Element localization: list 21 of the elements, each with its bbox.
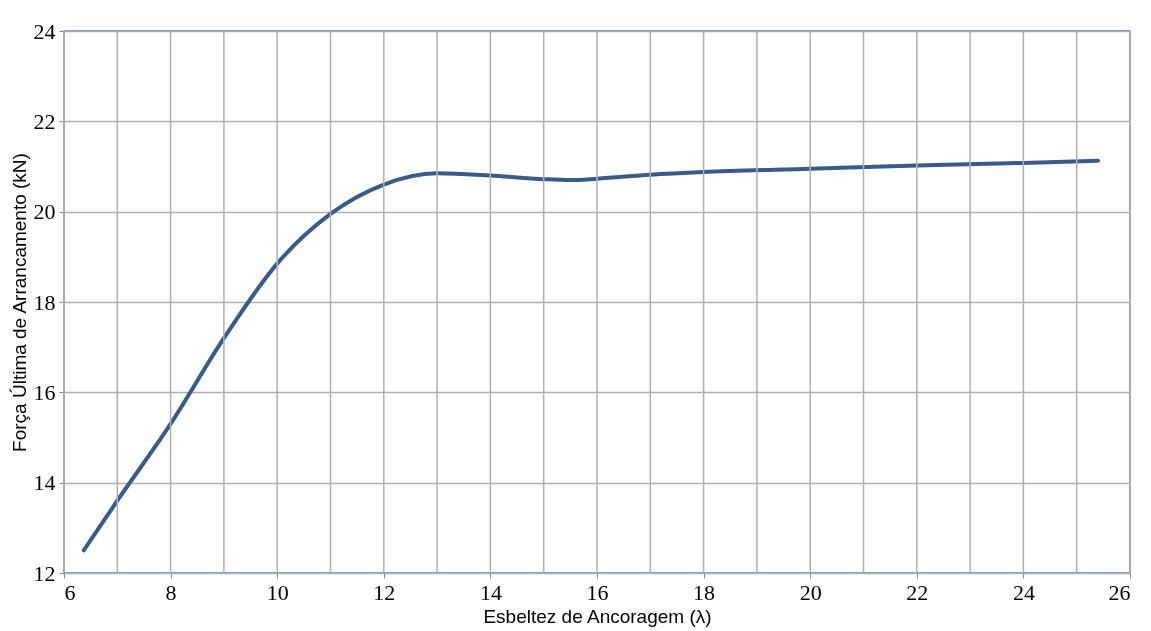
x-axis-title: Esbeltez de Ancoragem (λ) bbox=[483, 605, 712, 627]
x-tick-label: 12 bbox=[373, 579, 396, 605]
x-tick-label: 20 bbox=[799, 579, 822, 605]
x-tick-label: 10 bbox=[266, 579, 289, 605]
y-tick-label: 12 bbox=[33, 560, 56, 586]
y-tick-label: 20 bbox=[33, 199, 56, 225]
y-tick-label: 16 bbox=[33, 379, 56, 405]
x-tick-label: 16 bbox=[586, 579, 609, 605]
line-series bbox=[81, 158, 1101, 553]
x-tick-label: 6 bbox=[64, 579, 76, 605]
x-tick-label: 24 bbox=[1012, 579, 1035, 605]
x-tick-label: 14 bbox=[479, 579, 502, 605]
y-axis-title: Força Última de Arrancamento (kN) bbox=[8, 153, 30, 452]
y-tick-label: 18 bbox=[33, 289, 56, 315]
x-tick-label: 8 bbox=[165, 579, 177, 605]
y-tick-label: 22 bbox=[33, 108, 56, 134]
y-tick-label: 24 bbox=[33, 18, 56, 44]
x-tick-label: 26 bbox=[1108, 579, 1131, 605]
y-tick-label: 14 bbox=[33, 470, 56, 496]
x-tick-label: 18 bbox=[693, 579, 716, 605]
x-tick-label: 22 bbox=[906, 579, 929, 605]
